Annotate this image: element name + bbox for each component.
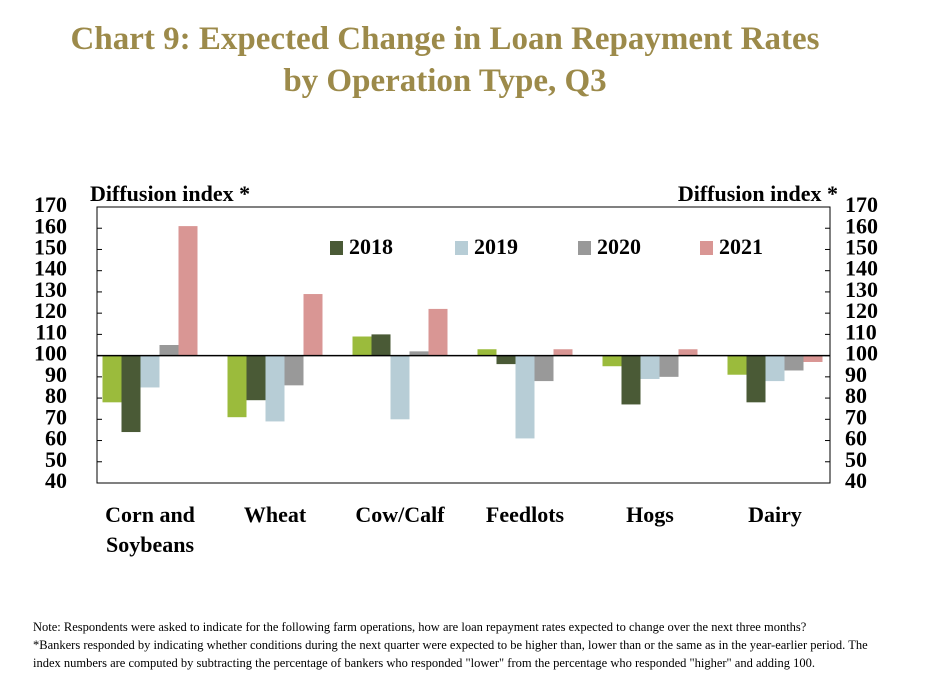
bar — [303, 294, 323, 356]
bar — [602, 355, 622, 367]
bar — [390, 355, 410, 420]
bar — [746, 355, 766, 403]
x-tick-label: Hogs — [626, 502, 674, 527]
bar — [102, 355, 122, 403]
bar — [515, 355, 535, 439]
bar — [765, 355, 785, 382]
y-tick-label: 100 — [34, 341, 67, 366]
y2-tick-label: 130 — [845, 277, 878, 302]
y2-tick-label: 120 — [845, 298, 878, 323]
bar — [553, 349, 573, 356]
plot-frame — [96, 206, 831, 484]
y-tick-label: 70 — [45, 404, 67, 429]
legend-label: 2019 — [474, 234, 518, 259]
title-line: by Operation Type, Q3 — [283, 63, 607, 99]
x-tick-label: Feedlots — [485, 502, 565, 527]
y-tick-label: 150 — [34, 235, 67, 260]
bar — [265, 355, 285, 422]
bar — [621, 355, 641, 405]
bar — [640, 355, 660, 379]
bar — [352, 336, 372, 356]
x-tick-label: Corn and Soybeans — [105, 502, 195, 557]
bar — [284, 355, 304, 386]
y-tick-label: 50 — [45, 447, 67, 472]
legend-swatch — [455, 241, 468, 255]
bar — [678, 349, 698, 356]
bar — [371, 334, 391, 356]
y-tick-label: 110 — [35, 319, 67, 344]
bar — [227, 355, 247, 418]
bar — [534, 355, 554, 382]
y-tick-label: 60 — [45, 426, 67, 451]
y2-tick-label: 170 — [845, 192, 878, 217]
y2-tick-label: 90 — [845, 362, 867, 387]
note: *Bankers responded by indicating whether… — [33, 638, 868, 670]
bar — [140, 355, 160, 388]
y2-tick-label: 60 — [845, 426, 867, 451]
legend-swatch — [578, 241, 591, 255]
bar — [121, 355, 141, 433]
bar — [428, 308, 448, 356]
y-tick-label: 140 — [34, 256, 67, 281]
y-tick-label: 120 — [34, 298, 67, 323]
y2-tick-label: 160 — [845, 213, 878, 238]
legend-label: 2021 — [719, 234, 763, 259]
bar — [409, 351, 429, 356]
chart-title: Chart 9: Expected Change in Loan Repayme… — [0, 18, 890, 102]
y2-tick-label: 70 — [845, 404, 867, 429]
y2-tick-label: 50 — [845, 447, 867, 472]
legend-label: 2020 — [597, 234, 641, 259]
bar — [803, 355, 823, 362]
notes: Note: Respondents were asked to indicate… — [33, 618, 893, 672]
y-tick-label: 130 — [34, 277, 67, 302]
y-tick-label: 40 — [45, 468, 67, 493]
note: Note: Respondents were asked to indicate… — [33, 620, 807, 634]
bar — [659, 355, 679, 377]
y2-tick-label: 40 — [845, 468, 867, 493]
bar — [477, 349, 497, 356]
y-tick-label: 80 — [45, 383, 67, 408]
x-tick-label: Dairy — [748, 502, 802, 527]
y2-axis-label: Diffusion index * — [678, 181, 838, 206]
legend-swatch — [330, 241, 343, 255]
y2-tick-label: 140 — [845, 256, 878, 281]
y2-tick-label: 110 — [845, 319, 877, 344]
bar — [159, 345, 179, 356]
y-axis-label: Diffusion index * — [90, 181, 250, 206]
bar — [246, 355, 266, 401]
legend-label: 2018 — [349, 234, 393, 259]
y2-tick-label: 80 — [845, 383, 867, 408]
bar — [178, 226, 198, 356]
bar — [727, 355, 747, 375]
y2-tick-label: 100 — [845, 341, 878, 366]
y2-tick-label: 150 — [845, 235, 878, 260]
bar — [784, 355, 804, 371]
y-tick-label: 160 — [34, 213, 67, 238]
title-line: Chart 9: Expected Change in Loan Repayme… — [70, 21, 820, 57]
x-tick-label: Wheat — [243, 502, 307, 527]
legend-swatch — [700, 241, 713, 255]
y-tick-label: 170 — [34, 192, 67, 217]
x-tick-label: Cow/Calf — [355, 502, 445, 527]
bar — [496, 355, 516, 365]
y-tick-label: 90 — [45, 362, 67, 387]
